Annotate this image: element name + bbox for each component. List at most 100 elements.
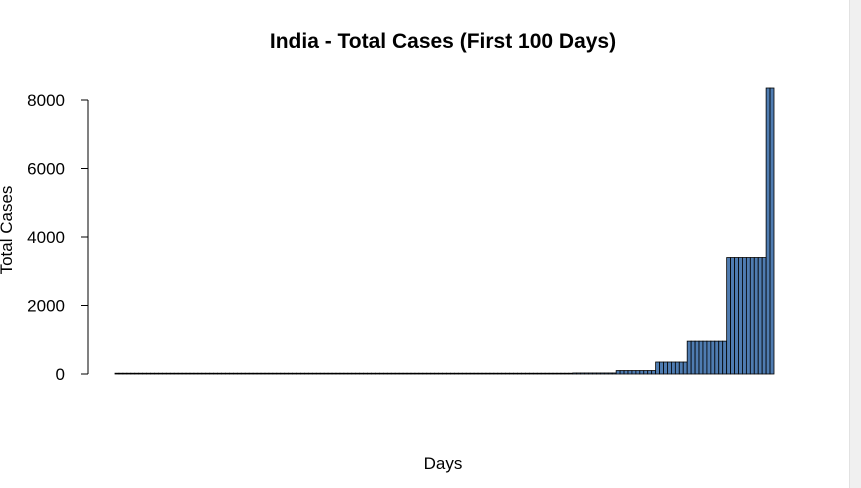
bar [256, 372, 262, 375]
bar [465, 372, 471, 375]
bar [588, 372, 593, 375]
y-tick-label: 6000 [27, 160, 65, 179]
bar [438, 372, 443, 375]
bar [142, 372, 147, 375]
bar [276, 372, 282, 375]
bar [674, 361, 680, 375]
bar [765, 87, 771, 375]
bar [469, 372, 475, 375]
bar [311, 372, 317, 375]
bar [501, 372, 507, 375]
bar [540, 372, 546, 375]
bar [745, 257, 751, 375]
bar [426, 372, 432, 375]
bar [643, 370, 649, 375]
bar [647, 370, 653, 375]
bar [667, 361, 672, 375]
y-tick-label: 2000 [27, 297, 65, 316]
bar [272, 372, 278, 375]
bar [457, 372, 463, 375]
bar [414, 372, 420, 375]
bar [639, 370, 645, 375]
bar [221, 372, 226, 375]
bar [615, 370, 621, 375]
bar [481, 372, 487, 375]
bar [371, 372, 376, 375]
bar [596, 372, 601, 375]
bar [386, 372, 392, 375]
bar [284, 372, 290, 375]
bar [154, 372, 159, 375]
bar [367, 372, 372, 375]
bar [702, 340, 708, 375]
bar [525, 372, 530, 375]
bar [568, 372, 574, 375]
bar [734, 257, 739, 375]
bar [603, 372, 609, 375]
bar [627, 370, 633, 375]
bar [205, 372, 211, 375]
bar [181, 372, 187, 375]
bar [611, 372, 617, 375]
bar [738, 257, 743, 375]
bar [138, 372, 144, 375]
bar [292, 372, 297, 375]
bar [761, 257, 767, 375]
bar [572, 372, 578, 375]
bar [757, 257, 763, 375]
bar [296, 372, 301, 375]
bar [248, 372, 254, 375]
bar [300, 372, 305, 375]
bar [351, 372, 357, 375]
bar [714, 340, 720, 375]
bar [331, 372, 337, 375]
bar [564, 372, 570, 375]
bar [651, 370, 657, 375]
bar [722, 340, 728, 375]
bar [177, 372, 183, 375]
bar [323, 372, 329, 375]
bar [592, 372, 597, 375]
bar [686, 340, 692, 375]
y-axis-label: Total Cases [0, 186, 16, 275]
bar [252, 372, 258, 375]
bar [769, 87, 775, 375]
bar [631, 370, 637, 375]
bar [556, 372, 562, 375]
bar [343, 372, 349, 375]
bar [173, 372, 179, 375]
x-axis-label: Days [424, 454, 463, 473]
bar [690, 340, 696, 375]
bar [461, 372, 467, 375]
bar [442, 372, 447, 375]
bar [434, 372, 439, 375]
bar [678, 361, 684, 375]
bar [489, 372, 495, 375]
bar [213, 372, 218, 375]
bar [430, 372, 436, 375]
bar [599, 372, 605, 375]
bar [114, 372, 120, 375]
bar [189, 372, 195, 375]
scrollbar-track[interactable] [849, 0, 861, 488]
bar [477, 372, 483, 375]
bar [118, 372, 124, 375]
bar [576, 372, 582, 375]
bar [410, 372, 416, 375]
bar [169, 372, 175, 375]
bar [659, 361, 664, 375]
bar [505, 372, 511, 375]
bar [339, 372, 345, 375]
bar [694, 340, 700, 375]
bar [730, 257, 735, 375]
bar [402, 372, 408, 375]
y-tick-label: 4000 [27, 228, 65, 247]
bar [201, 372, 207, 375]
bar [347, 372, 353, 375]
bar [453, 372, 459, 375]
bar [560, 372, 566, 375]
bar [209, 372, 215, 375]
bar [406, 372, 412, 375]
bar [315, 372, 321, 375]
bar [288, 372, 293, 375]
